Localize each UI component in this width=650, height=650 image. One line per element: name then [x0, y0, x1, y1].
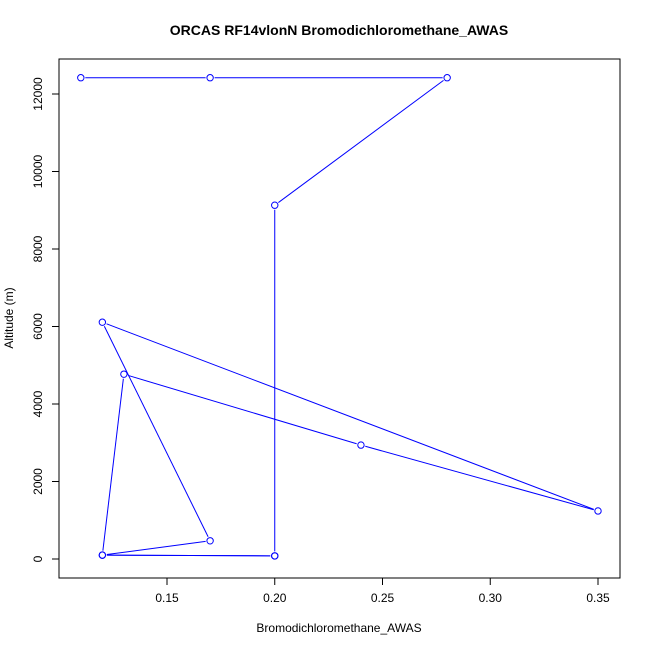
x-tick-label: 0.20 — [263, 591, 287, 605]
y-tick-label: 0 — [31, 555, 45, 562]
data-point — [120, 370, 128, 378]
y-tick-label: 10000 — [31, 154, 45, 188]
data-point — [206, 74, 214, 82]
data-point — [271, 201, 279, 209]
plot-frame — [58, 58, 621, 579]
x-axis: 0.15 0.20 0.25 0.30 0.35 — [155, 577, 610, 605]
x-tick-label: 0.15 — [155, 591, 179, 605]
x-tick-label: 0.30 — [479, 591, 503, 605]
data-point — [357, 441, 365, 449]
chart-title: ORCAS RF14vlonN Bromodichloromethane_AWA… — [170, 22, 508, 38]
y-tick-label: 6000 — [31, 313, 45, 340]
series-line-segment — [365, 445, 594, 511]
y-tick-label: 2000 — [31, 468, 45, 495]
y-tick-label: 4000 — [31, 390, 45, 417]
y-tick-label: 12000 — [31, 77, 45, 111]
series-line-segment — [103, 326, 209, 537]
series-line-segment — [128, 374, 357, 445]
data-point — [594, 507, 602, 515]
data-point — [98, 551, 107, 559]
data-point — [77, 74, 85, 82]
series-line-segment — [106, 554, 271, 557]
data-point — [443, 74, 451, 82]
data-point — [98, 318, 107, 326]
series-line-segment — [106, 323, 594, 510]
y-axis: 0 2000 4000 6000 8000 10000 12000 — [31, 77, 60, 562]
y-axis-label: Altitude (m) — [2, 287, 16, 348]
series-line-segment — [106, 540, 206, 556]
series-layer — [77, 74, 602, 560]
data-point — [271, 552, 279, 560]
y-tick-label: 8000 — [31, 235, 45, 262]
data-point — [206, 537, 214, 545]
x-tick-label: 0.35 — [586, 591, 610, 605]
x-tick-label: 0.25 — [371, 591, 395, 605]
series-line-segment — [102, 378, 124, 551]
series-line-segment — [278, 79, 444, 203]
x-axis-label: Bromodichloromethane_AWAS — [256, 621, 421, 635]
